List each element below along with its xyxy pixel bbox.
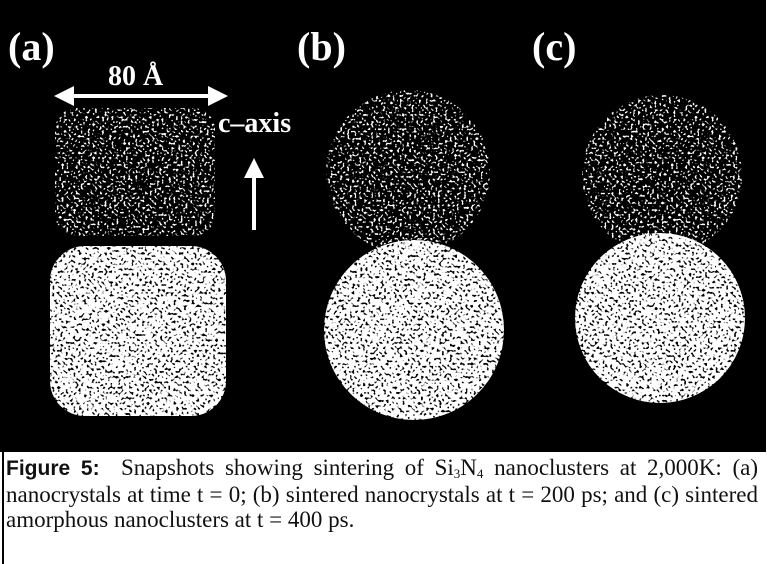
caption-text: nanoclusters at 2,000K: (a) nanocrystals… [6,455,758,532]
caption-subscript: 3 [453,466,461,481]
cluster-c-bottom [575,233,745,403]
caption-subscript: 4 [476,466,484,481]
caption-label: Figure 5: [6,457,100,480]
caption-text: N [460,455,477,480]
caption-text: Snapshots showing sintering of Si [120,455,454,480]
scale-label: 80 Å [108,61,164,92]
figure-image: (a) (b) (c) 80 Å c–axis [0,0,766,452]
cluster-c-top [582,95,742,255]
cluster-b-top [326,90,490,254]
cluster-b-bottom [324,240,504,420]
panel-label: (a) [8,24,55,69]
cluster-a-top [55,108,215,236]
axis-label: c–axis [218,108,291,139]
cluster-a-bottom [50,246,226,416]
panel-label: (c) [532,24,576,69]
caption: Figure 5: Snapshots showing sintering of… [6,455,758,533]
panel-label: (b) [297,24,346,69]
caption-border [2,450,4,564]
